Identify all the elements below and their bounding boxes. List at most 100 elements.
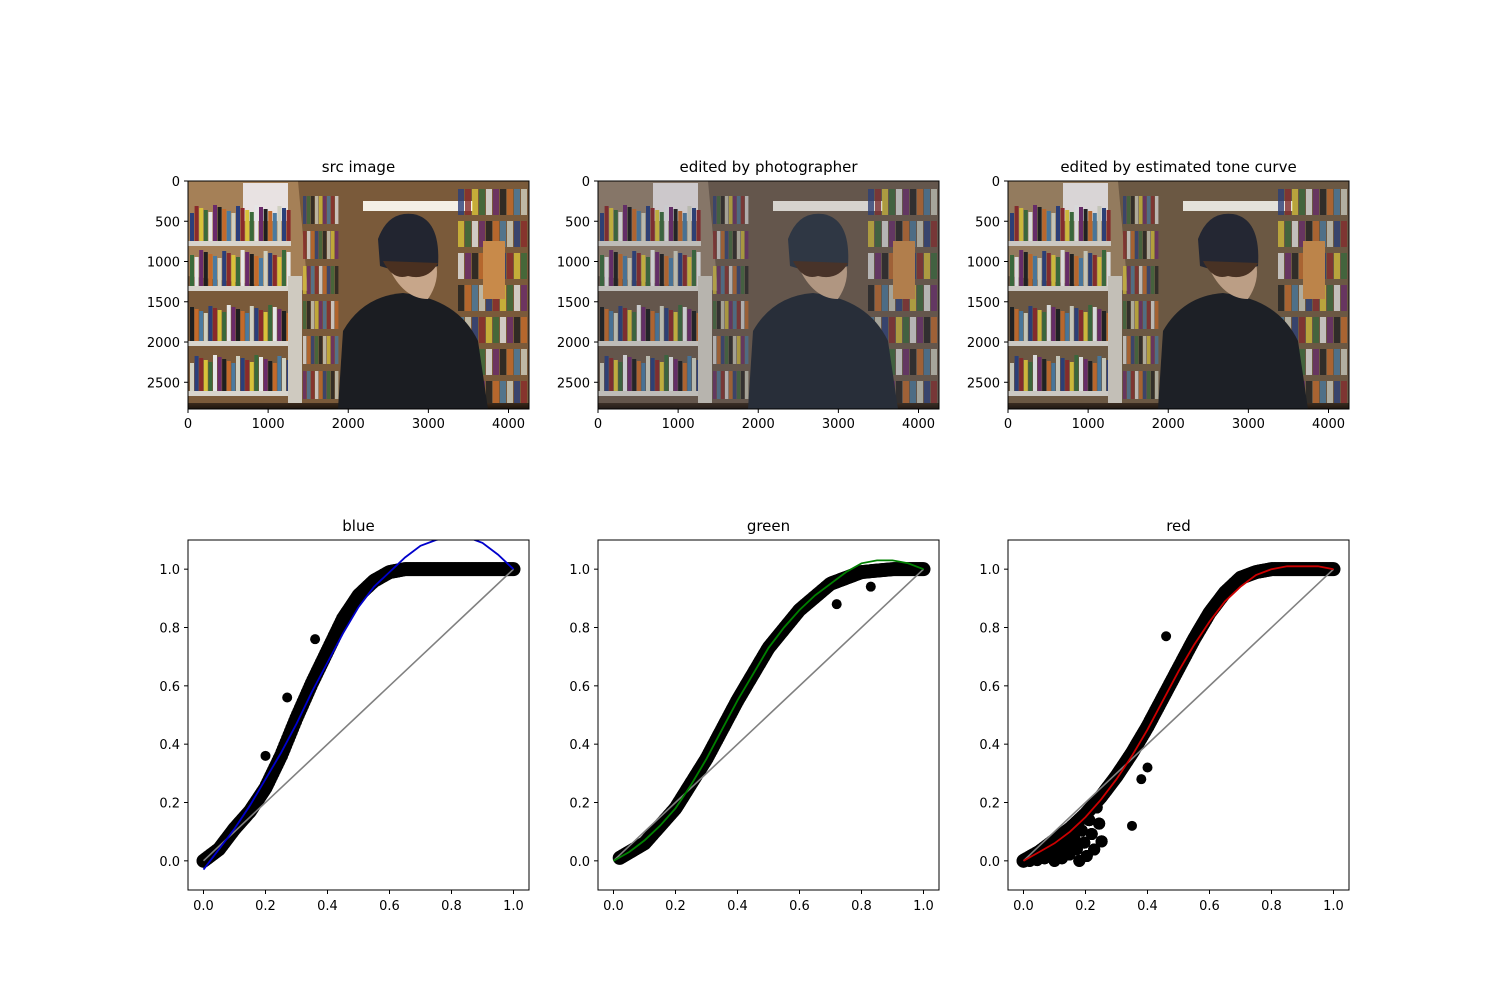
book <box>733 371 737 399</box>
book <box>1065 360 1070 391</box>
book <box>868 253 874 279</box>
book <box>323 371 327 399</box>
axes-frame <box>1007 539 1350 891</box>
book <box>741 301 745 329</box>
shelf-board <box>598 341 701 346</box>
book <box>632 251 637 286</box>
book <box>277 356 282 391</box>
tone-curve <box>613 559 924 862</box>
shelf-upright <box>698 276 712 409</box>
book <box>514 381 520 407</box>
subplot-title: edited by estimated tone curve <box>1060 158 1296 176</box>
book <box>315 371 319 399</box>
book <box>717 196 721 224</box>
y-tick-label: 2000 <box>967 336 1000 351</box>
book <box>1143 371 1147 399</box>
book <box>1046 361 1051 391</box>
book <box>650 311 655 341</box>
book <box>1028 306 1033 341</box>
book <box>245 252 250 286</box>
book <box>1143 196 1147 224</box>
y-tick-label: 0 <box>992 175 1000 190</box>
book <box>623 205 627 241</box>
book <box>222 209 227 241</box>
book <box>868 285 874 311</box>
book <box>1320 317 1326 343</box>
book <box>721 231 725 259</box>
book <box>692 311 696 341</box>
book <box>636 253 641 286</box>
book <box>272 255 277 286</box>
book <box>245 313 250 341</box>
x-tick-label: 0.4 <box>317 899 338 914</box>
book <box>315 336 319 364</box>
y-tick-label: 0.8 <box>569 622 590 637</box>
book <box>282 311 286 341</box>
book <box>1069 254 1074 286</box>
book <box>868 189 874 215</box>
x-tick-label: 0 <box>1004 417 1012 432</box>
book <box>733 196 737 224</box>
scatter-point <box>1142 762 1153 773</box>
x-tick-label: 0.2 <box>1075 899 1096 914</box>
book <box>875 189 881 215</box>
book <box>741 266 745 294</box>
book <box>737 231 741 259</box>
book <box>303 231 307 259</box>
book <box>687 206 692 241</box>
y-tick-label: 0.0 <box>159 855 180 870</box>
book <box>208 362 213 391</box>
book <box>226 253 231 286</box>
book <box>721 266 725 294</box>
axes-frame <box>187 180 530 410</box>
identity-line <box>1022 568 1335 862</box>
book <box>1123 196 1127 224</box>
book <box>737 336 741 364</box>
x-tick-label: 0.2 <box>665 899 686 914</box>
book <box>917 221 923 247</box>
book <box>618 254 623 286</box>
x-tick-label: 4000 <box>902 417 935 432</box>
book <box>889 285 895 311</box>
book <box>1123 371 1127 399</box>
book <box>458 253 464 279</box>
book <box>323 196 327 224</box>
book <box>733 266 737 294</box>
book <box>1097 309 1102 341</box>
book <box>331 301 335 329</box>
book <box>331 336 335 364</box>
image-panel: src image 0 1000 2000 3000 4000 0 500 1000 1500 20… <box>147 158 530 432</box>
book <box>1092 307 1097 341</box>
book <box>1285 285 1291 311</box>
y-tick-label: 1000 <box>967 256 1000 271</box>
book <box>1292 221 1298 247</box>
book <box>303 371 307 399</box>
book <box>465 253 471 279</box>
book <box>486 317 492 343</box>
scatter-point <box>1075 824 1088 837</box>
person-torso <box>338 293 488 409</box>
book <box>1334 317 1340 343</box>
book <box>458 189 464 215</box>
x-tick-label: 0.0 <box>1013 899 1034 914</box>
book <box>745 301 749 329</box>
book <box>627 357 632 391</box>
book <box>917 317 923 343</box>
book <box>1327 381 1333 407</box>
book <box>646 356 650 391</box>
book <box>277 309 282 341</box>
book <box>609 250 614 286</box>
book <box>613 252 618 286</box>
book <box>1065 313 1070 341</box>
book <box>931 349 937 375</box>
tone-curve <box>1023 565 1334 862</box>
ceiling-light <box>1183 201 1293 211</box>
book <box>514 349 520 375</box>
book <box>1014 356 1019 391</box>
book <box>479 189 485 215</box>
book <box>1151 231 1155 259</box>
book <box>1042 251 1047 286</box>
book <box>486 349 492 375</box>
book <box>1341 317 1347 343</box>
y-tick-label: 0.4 <box>159 738 180 753</box>
